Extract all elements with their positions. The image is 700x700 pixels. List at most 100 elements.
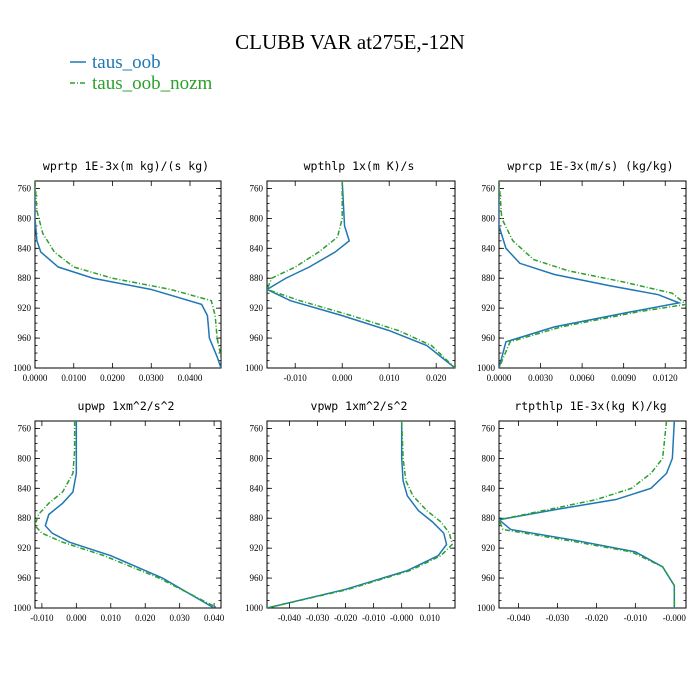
- x-tick-label: 0.0000: [487, 373, 512, 383]
- plot-frame: [34, 180, 222, 369]
- x-tick-label: 0.0300: [139, 373, 164, 383]
- y-tick-label: 760: [250, 423, 264, 433]
- x-tick-label: -0.020: [334, 613, 358, 623]
- panel-3: wprcp 1E-3x(m/s) (kg/kg) 760 800 840 880 920 9…: [477, 159, 687, 383]
- y-tick-label: 880: [482, 273, 496, 283]
- x-tick-label: 0.0030: [528, 373, 553, 383]
- series-line-taus-oob-nozm: [35, 181, 221, 362]
- y-tick-label: 760: [482, 423, 496, 433]
- legend: taus_oob taus_oob_nozm: [70, 52, 213, 94]
- series-line-taus-oob: [267, 181, 455, 368]
- series-line-taus-oob: [499, 181, 682, 368]
- panel-6: rtpthlp 1E-3x(kg K)/kg 760 800 840 880 920 960…: [477, 399, 687, 623]
- y-tick-label: 800: [18, 453, 32, 463]
- series-line-taus-oob-nozm: [35, 421, 218, 608]
- x-tick-label: 0.000: [66, 613, 87, 623]
- x-tick-label: 0.020: [426, 373, 447, 383]
- y-tick-label: 1000: [245, 363, 264, 373]
- panel-title: wprcp 1E-3x(m/s) (kg/kg): [507, 159, 673, 173]
- y-tick-label: 760: [250, 183, 264, 193]
- x-tick-label: -0.010: [362, 613, 386, 623]
- y-tick-label: 960: [482, 573, 496, 583]
- y-tick-label: 920: [482, 543, 496, 553]
- x-tick-label: 0.010: [379, 373, 400, 383]
- panel-title: upwp 1xm^2/s^2: [78, 399, 175, 413]
- x-tick-label: 0.000: [332, 373, 353, 383]
- x-tick-label: -0.030: [546, 613, 570, 623]
- y-tick-label: 1000: [13, 363, 32, 373]
- series-line-taus-oob-nozm: [499, 181, 686, 368]
- plot-frame: [498, 180, 687, 369]
- y-tick-label: 920: [250, 303, 264, 313]
- plot-frame: [266, 420, 456, 609]
- y-tick-label: 960: [250, 573, 264, 583]
- plot-frame: [34, 420, 222, 609]
- y-tick-label: 800: [18, 213, 32, 223]
- y-tick-label: 1000: [477, 603, 496, 613]
- y-tick-label: 800: [250, 213, 264, 223]
- x-tick-label: -0.020: [585, 613, 609, 623]
- plot-frame: [266, 180, 456, 369]
- y-tick-label: 800: [250, 453, 264, 463]
- y-tick-label: 840: [482, 483, 496, 493]
- x-tick-label: 0.030: [170, 613, 191, 623]
- y-tick-label: 840: [18, 243, 32, 253]
- x-tick-label: 0.0000: [23, 373, 48, 383]
- y-tick-label: 840: [250, 243, 264, 253]
- series-line-taus-oob-nozm: [267, 181, 455, 368]
- x-tick-label: -0.000: [663, 613, 687, 623]
- series-line-taus-oob-nozm: [499, 421, 676, 608]
- y-tick-label: 800: [482, 213, 496, 223]
- x-tick-label: 0.010: [420, 613, 441, 623]
- x-tick-label: 0.0100: [61, 373, 86, 383]
- y-tick-label: 960: [482, 333, 496, 343]
- x-tick-label: -0.040: [507, 613, 531, 623]
- panel-2: wpthlp 1x(m K)/s 760 800 840 880 920 960 1000 -0…: [245, 159, 456, 383]
- x-tick-label: -0.010: [624, 613, 648, 623]
- x-tick-label: 0.0090: [611, 373, 636, 383]
- x-tick-label: -0.000: [390, 613, 414, 623]
- panel-5: vpwp 1xm^2/s^2 760 800 840 880 920 960 1000 -0.0…: [245, 399, 456, 623]
- legend-label-taus-oob-nozm: taus_oob_nozm: [92, 73, 213, 94]
- y-tick-label: 1000: [477, 363, 496, 373]
- series-line-taus-oob: [267, 421, 448, 608]
- legend-label-taus-oob: taus_oob: [92, 52, 161, 73]
- y-tick-label: 760: [18, 183, 32, 193]
- panel-title: wprtp 1E-3x(m kg)/(s kg): [43, 159, 209, 173]
- y-tick-label: 960: [250, 333, 264, 343]
- figure-title: CLUBB VAR at275E,-12N: [235, 30, 465, 54]
- x-tick-label: 0.0120: [653, 373, 678, 383]
- panel-title: wpthlp 1x(m K)/s: [304, 159, 415, 173]
- x-tick-label: -0.040: [278, 613, 302, 623]
- y-tick-label: 960: [18, 333, 32, 343]
- y-tick-label: 880: [18, 513, 32, 523]
- y-tick-label: 800: [482, 453, 496, 463]
- y-tick-label: 920: [482, 303, 496, 313]
- panel-1: wprtp 1E-3x(m kg)/(s kg) 760 800 840 880 920 9…: [13, 159, 222, 383]
- y-tick-label: 840: [482, 243, 496, 253]
- x-tick-label: -0.010: [284, 373, 308, 383]
- y-tick-label: 880: [250, 273, 264, 283]
- y-tick-label: 840: [18, 483, 32, 493]
- y-tick-label: 760: [18, 423, 32, 433]
- y-tick-label: 1000: [13, 603, 32, 613]
- x-tick-label: 0.010: [101, 613, 122, 623]
- plot-frame: [498, 420, 687, 609]
- y-tick-label: 880: [250, 513, 264, 523]
- series-line-taus-oob-nozm: [267, 421, 454, 608]
- panel-4: upwp 1xm^2/s^2 760 800 840 880 920 960 1000-0.0…: [13, 399, 225, 623]
- y-tick-label: 1000: [245, 603, 264, 613]
- x-tick-label: -0.030: [306, 613, 330, 623]
- y-tick-label: 960: [18, 573, 32, 583]
- x-tick-label: 0.040: [204, 613, 225, 623]
- x-tick-label: 0.0200: [100, 373, 125, 383]
- y-tick-label: 920: [250, 543, 264, 553]
- y-tick-label: 760: [482, 183, 496, 193]
- series-line-taus-oob: [35, 181, 221, 368]
- y-tick-label: 880: [18, 273, 32, 283]
- y-tick-label: 920: [18, 303, 32, 313]
- series-line-taus-oob: [44, 421, 215, 608]
- x-tick-label: -0.010: [30, 613, 54, 623]
- y-tick-label: 920: [18, 543, 32, 553]
